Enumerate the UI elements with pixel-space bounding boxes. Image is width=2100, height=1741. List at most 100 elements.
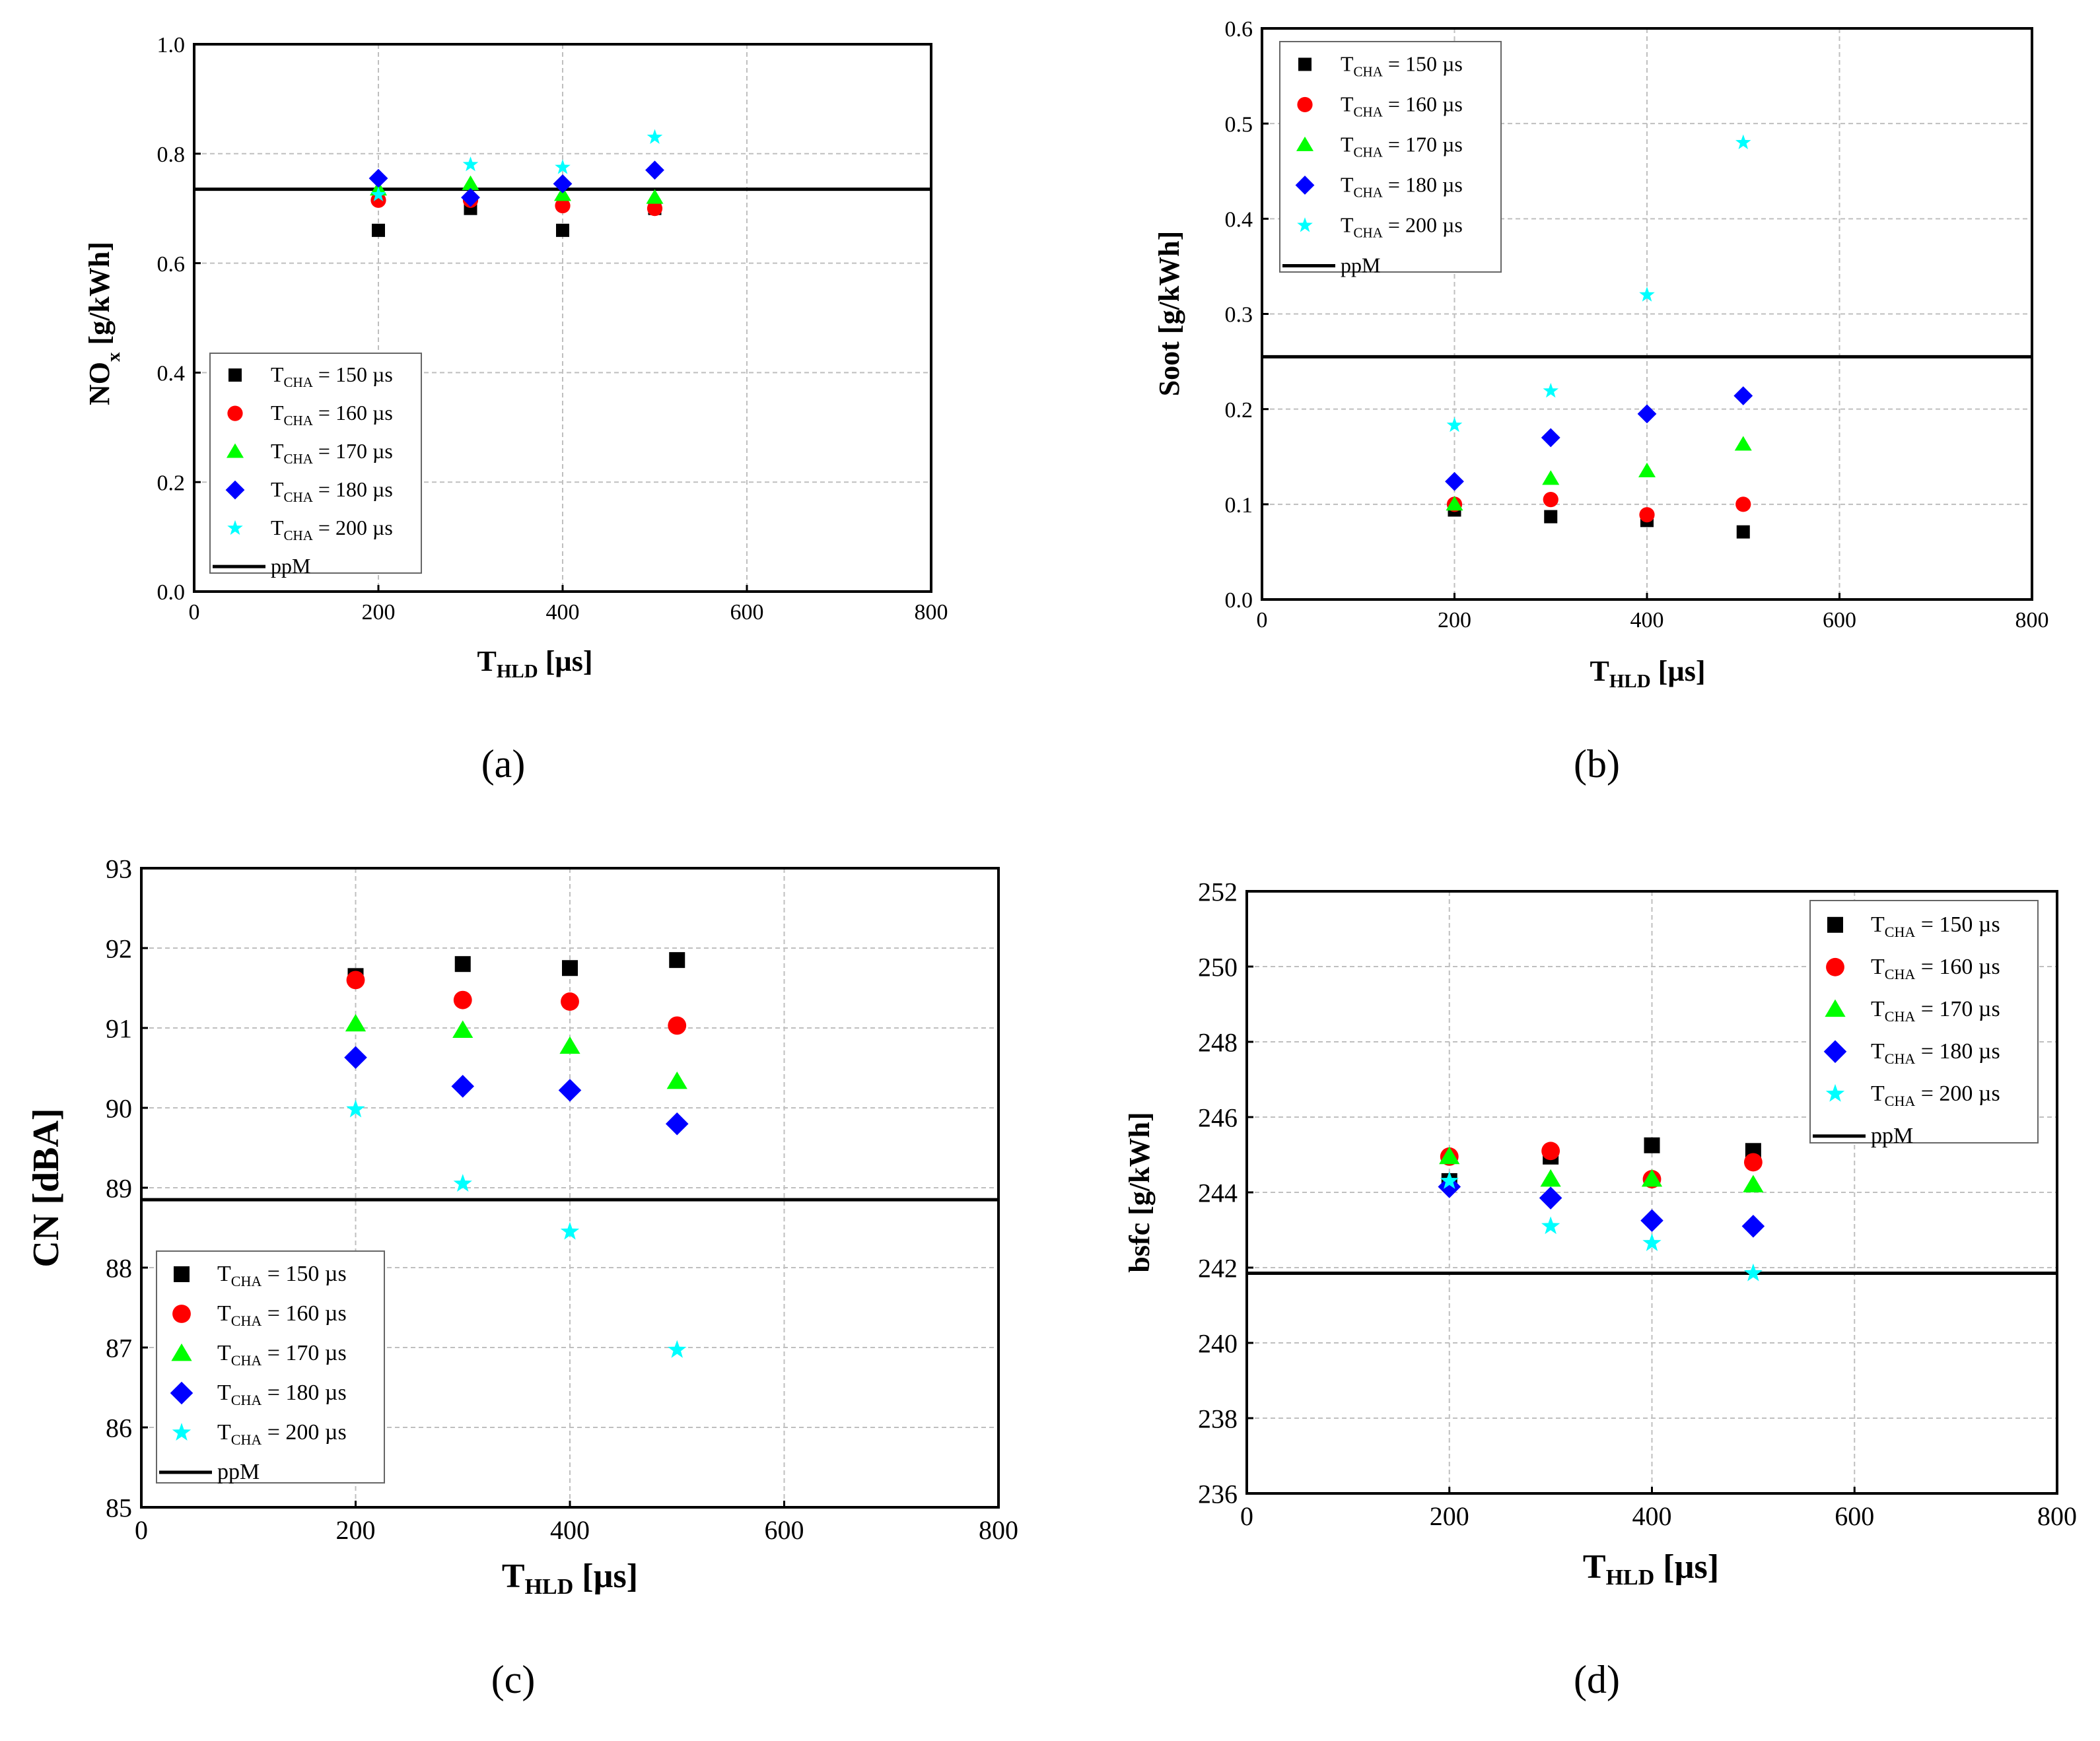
data-point [553,186,572,201]
legend-marker [1826,957,1844,976]
legend-label: TCHA = 170 µs [1341,132,1463,160]
data-point [454,956,471,973]
legend-label: ppM [217,1460,260,1484]
data-point [346,1099,365,1118]
legend-marker [171,1343,192,1361]
data-point [1541,1216,1560,1235]
x-tick-label: 400 [550,1515,590,1545]
legend: TCHA = 150 µs TCHA = 160 µs TCHA = 170 µs T… [1279,41,1502,277]
legend-marker [1298,57,1312,71]
data-point [1640,1209,1663,1233]
data-point [372,223,385,237]
data-point [1544,510,1558,524]
legend-label: TCHA = 160 µs [271,401,393,428]
x-tick-label: 0 [1240,1501,1253,1531]
legend-marker [172,1305,191,1323]
data-point [561,992,579,1011]
data-point [1735,496,1751,512]
data-point [462,175,479,190]
legend-label: ppM [1341,253,1380,277]
x-axis-label: THLD [µs] [1583,1548,1719,1590]
y-tick-label: 92 [106,934,132,963]
y-tick-label: 0.6 [1225,17,1253,42]
data-point [451,1075,475,1098]
x-tick-label: 0 [135,1515,148,1545]
y-tick-label: 0.8 [157,143,186,167]
x-tick-label: 400 [546,600,580,625]
data-point [562,960,578,976]
data-point [1446,417,1463,432]
y-tick-label: 0.0 [1225,588,1253,613]
legend-label: TCHA = 160 µs [1871,955,2000,982]
chart-panel-b: 0 200 400 600 800 0.0 0.1 0.2 0.3 0.4 0.5 0.6 THLD [… [1153,17,2049,786]
data-point [560,1221,580,1240]
data-point [559,1036,580,1054]
data-point [462,156,479,172]
x-tick-label: 800 [915,600,948,625]
data-point [1539,1186,1562,1210]
data-point [1438,1175,1461,1198]
legend-marker [1296,136,1314,151]
x-tick-label: 800 [2015,608,2049,632]
legend-label: TCHA = 180 µs [1341,172,1463,200]
x-tick-label: 200 [362,600,396,625]
y-tick-label: 0.6 [157,252,186,277]
legend-label: TCHA = 170 µs [271,439,393,467]
legend-label: TCHA = 200 µs [217,1420,347,1448]
data-point [1736,525,1750,539]
x-tick-label: 0 [1257,608,1268,632]
legend-box [156,1250,385,1484]
legend: TCHA = 150 µs TCHA = 160 µs TCHA = 170 µs T… [1809,900,2039,1148]
panel-caption: (c) [491,1658,536,1701]
data-point [668,1016,687,1035]
legend-box [209,353,422,574]
data-point [647,201,663,217]
data-point [1543,382,1558,398]
x-axis-label: THLD [µs] [477,645,593,682]
data-point [346,971,365,990]
legend-box [1279,41,1502,273]
data-point [669,952,685,969]
x-axis-label: THLD [µs] [502,1557,638,1599]
y-tick-label: 248 [1198,1027,1238,1057]
legend-label: TCHA = 150 µs [1871,912,2000,940]
y-tick-label: 85 [106,1493,132,1522]
x-tick-label: 600 [1835,1501,1874,1531]
legend-marker [227,405,243,421]
legend-label: TCHA = 160 µs [217,1301,347,1329]
legend-marker [225,480,245,500]
y-tick-label: 0.1 [1225,493,1253,518]
data-point [1743,1175,1764,1192]
y-tick-label: 236 [1198,1479,1238,1509]
chart-panel-a: 0 200 400 600 800 0.0 0.2 0.4 0.6 0.8 1.0 THLD [µs]… [83,33,948,786]
data-point [647,129,663,144]
legend: TCHA = 150 µs TCHA = 160 µs TCHA = 170 µs T… [156,1250,385,1484]
data-point [1733,386,1753,405]
x-tick-label: 400 [1632,1501,1672,1531]
data-point [453,1174,472,1192]
data-point [1446,496,1463,511]
x-tick-label: 800 [979,1515,1018,1545]
data-point [1641,1169,1663,1187]
data-point [553,174,573,193]
data-point [1638,462,1656,477]
y-tick-label: 1.0 [157,33,186,57]
y-tick-label: 0.2 [1225,398,1253,423]
data-point [344,1046,367,1070]
y-tick-label: 86 [106,1413,132,1443]
y-tick-label: 89 [106,1173,132,1203]
data-point [558,1079,582,1102]
legend-marker [1827,916,1843,933]
y-tick-label: 88 [106,1253,132,1283]
panel-caption: (d) [1574,1658,1620,1701]
legend-label: TCHA = 150 µs [271,362,393,390]
legend-label: TCHA = 170 µs [1871,997,2000,1025]
legend-label: TCHA = 170 µs [217,1341,347,1369]
y-tick-label: 0.5 [1225,112,1253,137]
data-point [370,192,386,208]
data-point [370,186,386,201]
legend-label: TCHA = 200 µs [271,516,393,543]
y-tick-label: 246 [1198,1103,1238,1132]
legend-label: TCHA = 160 µs [1341,92,1463,119]
legend-marker [1297,217,1313,232]
